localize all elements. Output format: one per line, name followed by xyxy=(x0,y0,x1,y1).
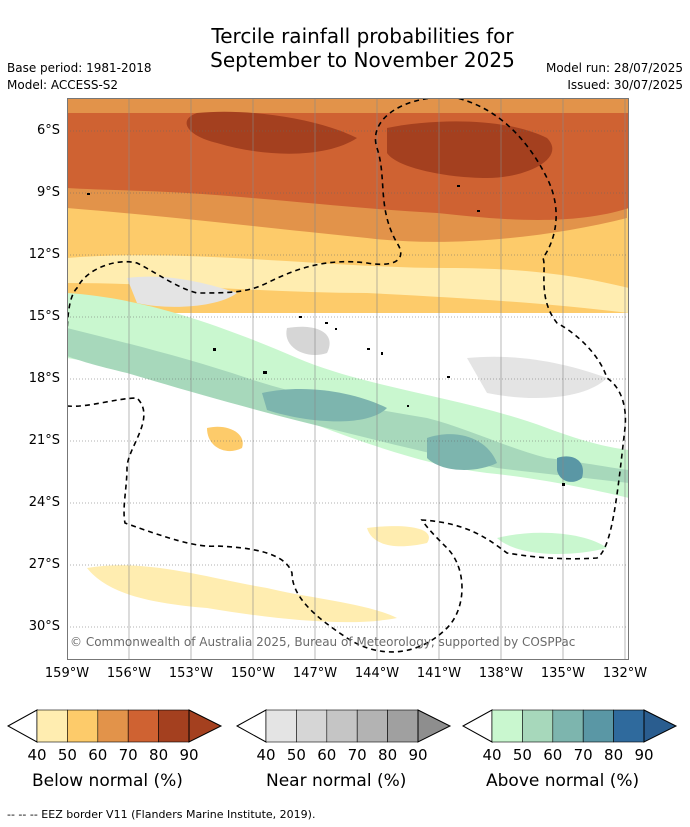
latitude-label: 18°S xyxy=(28,371,60,386)
colorbar-tick-label: 40 xyxy=(256,746,276,764)
region-above-60-east xyxy=(427,434,497,470)
model-name: Model: ACCESS-S2 xyxy=(7,78,119,92)
colorbar-segment xyxy=(491,709,523,743)
colorbar-tick-label: 50 xyxy=(512,746,532,764)
colorbar-tick-label: 90 xyxy=(179,746,199,764)
colorbar-tick-label: 50 xyxy=(286,746,306,764)
title-line-1: Tercile rainfall probabilities for xyxy=(211,24,514,48)
colorbar-segment xyxy=(97,709,129,743)
legend-caption: Near normal (%) xyxy=(266,771,407,791)
colorbar xyxy=(235,709,452,743)
latitude-label: 15°S xyxy=(28,309,60,324)
latitude-label: 30°S xyxy=(28,619,60,634)
colorbar-segment xyxy=(265,709,297,743)
region-above-70 xyxy=(557,456,583,482)
colorbar-segment xyxy=(552,709,584,743)
colorbar-extend-min xyxy=(6,709,38,743)
longitude-label: 141°W xyxy=(416,666,462,681)
colorbar-tick-label: 80 xyxy=(604,746,624,764)
copyright-notice: © Commonwealth of Australia 2025, Bureau… xyxy=(70,635,576,649)
colorbar-segment xyxy=(127,709,159,743)
colorbar-segment xyxy=(387,709,419,743)
near-normal-patch-2 xyxy=(467,356,607,398)
latitude-label: 6°S xyxy=(36,123,60,138)
colorbar-tick-label: 40 xyxy=(482,746,502,764)
near-normal-patch-1 xyxy=(127,276,237,307)
rainfall-map xyxy=(67,98,629,660)
colorbar-tick-label: 40 xyxy=(27,746,47,764)
colorbar-segment xyxy=(522,709,554,743)
colorbar-tick-label: 50 xyxy=(57,746,77,764)
legend-colorbar: 40 50 60 70 80 90 Near normal (%) xyxy=(235,708,452,791)
colorbar-extend-min xyxy=(235,709,267,743)
above-normal-south xyxy=(497,532,607,554)
colorbar-segment xyxy=(326,709,358,743)
map-title: Tercile rainfall probabilities for Septe… xyxy=(0,24,690,72)
longitude-label: 138°W xyxy=(478,666,524,681)
colorbar-segment xyxy=(356,709,388,743)
eez-border xyxy=(67,98,627,653)
colorbar-extend-min xyxy=(461,709,493,743)
colorbar-tick-label: 70 xyxy=(347,746,367,764)
gridlines xyxy=(67,98,629,660)
colorbar-tick-label: 80 xyxy=(378,746,398,764)
longitude-label: 147°W xyxy=(292,666,338,681)
islands xyxy=(87,185,565,486)
near-normal-patch-3 xyxy=(286,326,330,356)
colorbar-segment xyxy=(296,709,328,743)
longitude-label: 150°W xyxy=(230,666,276,681)
map-frame xyxy=(67,98,629,660)
legend-caption: Above normal (%) xyxy=(486,771,640,791)
colorbar-segment xyxy=(613,709,645,743)
latitude-label: 12°S xyxy=(28,247,60,262)
region-above-60-west xyxy=(262,388,387,422)
colorbar-extend-max xyxy=(188,709,223,743)
longitude-label: 156°W xyxy=(106,666,152,681)
model-run: Model run: 28/07/2025 xyxy=(545,61,683,75)
below-normal-south-1 xyxy=(207,426,243,452)
legend-colorbar: 40 50 60 70 80 90 Above normal (%) xyxy=(461,708,678,791)
longitude-label: 135°W xyxy=(540,666,586,681)
legend-caption: Below normal (%) xyxy=(32,771,183,791)
colorbar-segment xyxy=(36,709,68,743)
colorbar-tick-label: 90 xyxy=(634,746,654,764)
colorbar-tick-label: 70 xyxy=(118,746,138,764)
colorbar-segment xyxy=(158,709,190,743)
below-normal-south-2 xyxy=(87,565,397,623)
latitude-label: 24°S xyxy=(28,495,60,510)
longitude-label: 153°W xyxy=(168,666,214,681)
region-below-80-west xyxy=(186,111,357,154)
latitude-label: 21°S xyxy=(28,433,60,448)
latitude-label: 27°S xyxy=(28,557,60,572)
meta-right: Model run: 28/07/2025 Issued: 30/07/2025 xyxy=(546,60,683,94)
colorbar-extend-max xyxy=(417,709,452,743)
longitude-label: 132°W xyxy=(602,666,648,681)
eez-footnote: -- -- -- EEZ border V11 (Flanders Marine… xyxy=(7,808,316,821)
colorbar xyxy=(461,709,678,743)
longitude-label: 144°W xyxy=(354,666,400,681)
colorbar-tick-label: 60 xyxy=(317,746,337,764)
title-line-2: September to November 2025 xyxy=(210,48,515,72)
meta-left: Base period: 1981-2018 Model: ACCESS-S2 xyxy=(7,60,152,94)
colorbar-tick-label: 80 xyxy=(149,746,169,764)
legend-colorbar: 40 50 60 70 80 90 Below normal (%) xyxy=(6,708,223,791)
colorbar-extend-max xyxy=(643,709,678,743)
region-below-80-east xyxy=(387,121,553,178)
colorbar-segment xyxy=(67,709,99,743)
issued-date: Issued: 30/07/2025 xyxy=(567,78,683,92)
latitude-label: 9°S xyxy=(36,185,60,200)
colorbar-tick-label: 90 xyxy=(408,746,428,764)
band-below-40 xyxy=(67,255,629,313)
longitude-label: 159°W xyxy=(44,666,90,681)
colorbar xyxy=(6,709,223,743)
colorbar-tick-label: 70 xyxy=(573,746,593,764)
base-period: Base period: 1981-2018 xyxy=(7,61,152,75)
colorbar-segment xyxy=(582,709,614,743)
below-normal-south-3 xyxy=(367,526,429,547)
colorbar-tick-label: 60 xyxy=(88,746,108,764)
colorbar-tick-label: 60 xyxy=(543,746,563,764)
